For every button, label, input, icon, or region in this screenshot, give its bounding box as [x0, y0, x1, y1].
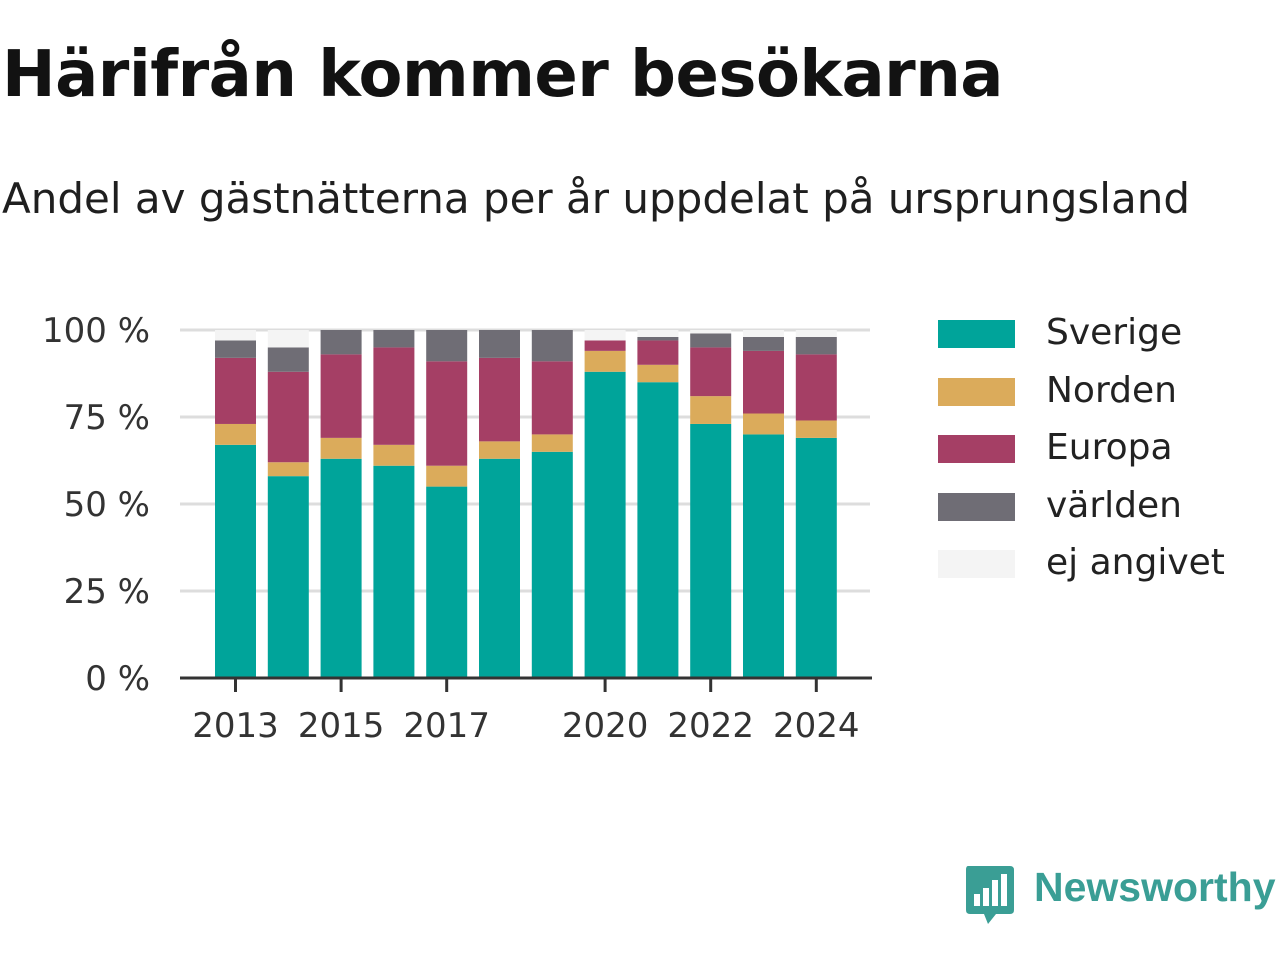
bar-2020-Sverige	[584, 371, 626, 678]
bar-2024-världen	[795, 336, 837, 355]
bar-2023-världen	[743, 336, 784, 351]
bar-2023-Europa	[743, 350, 784, 414]
bar-2021-ej-angivet	[637, 330, 679, 337]
bar-2020-ej-angivet	[584, 330, 626, 341]
x-axis-labels: 2013 2015 2017 2020 2022 2024	[192, 678, 860, 746]
bar-2014-världen	[267, 347, 309, 372]
bar-2023-Sverige	[743, 434, 784, 678]
bar-2022-Europa	[690, 347, 732, 397]
legend-swatch	[938, 435, 1015, 463]
legend-label: ej angivet	[1046, 542, 1225, 583]
bar-2017-Norden	[426, 465, 468, 487]
legend-swatch	[938, 377, 1015, 406]
x-tick-label: 2024	[773, 706, 860, 746]
bar-2015-världen	[320, 330, 362, 355]
bar-2016-världen	[373, 330, 415, 348]
bar-2019-Norden	[531, 434, 573, 452]
bar-2022-världen	[690, 333, 732, 348]
chart-subtitle: Andel av gästnätterna per år uppdelat på…	[2, 174, 1190, 223]
bar-2013-världen	[215, 340, 256, 358]
brand-name: Newsworthy	[1034, 864, 1276, 910]
bar-2022-Sverige	[690, 423, 732, 678]
bar-2020-Europa	[584, 340, 626, 351]
legend-swatch	[938, 320, 1015, 348]
bar-2020-Norden	[584, 350, 626, 372]
x-tick-label: 2015	[298, 706, 385, 746]
bar-2019-Sverige	[531, 451, 573, 678]
bar-2016-Europa	[373, 347, 415, 445]
x-tick-label: 2022	[667, 706, 754, 746]
bar-2019-Europa	[531, 361, 573, 435]
stacked-bar-chart: 0 % 25 % 50 % 75 % 100 % 2013 2015 2017 2020 202…	[42, 311, 872, 746]
newsworthy-logo-icon	[966, 866, 1014, 924]
y-axis-labels: 0 % 25 % 50 % 75 % 100 %	[42, 311, 150, 699]
bar-2016-Sverige	[373, 465, 415, 678]
y-tick-label: 75 %	[64, 398, 150, 438]
bar-2018-Europa	[479, 357, 520, 442]
bars	[215, 330, 837, 678]
x-tick-label: 2013	[192, 706, 279, 746]
bar-2013-Norden	[215, 423, 256, 445]
bar-2021-Norden	[637, 364, 679, 383]
bar-2021-Sverige	[637, 382, 679, 678]
legend-label: Norden	[1046, 369, 1177, 411]
bar-2016-Norden	[373, 444, 415, 466]
bar-2023-Norden	[743, 413, 784, 435]
y-tick-label: 25 %	[64, 572, 150, 612]
bar-2024-ej-angivet	[795, 330, 837, 337]
bar-2023-ej-angivet	[743, 330, 784, 337]
bar-2013-ej-angivet	[215, 330, 256, 341]
bar-2022-Norden	[690, 396, 732, 424]
bar-2017-Europa	[426, 361, 468, 466]
y-tick-label: 50 %	[64, 485, 150, 525]
bar-2024-Sverige	[795, 437, 837, 678]
newsworthy-logo: Newsworthy	[964, 864, 1276, 928]
bar-2015-Norden	[320, 437, 362, 459]
bar-2014-Sverige	[267, 476, 309, 678]
bar-2014-Norden	[267, 462, 309, 477]
bar-2018-världen	[479, 330, 520, 358]
legend-label: Sverige	[1046, 312, 1183, 353]
legend-swatch	[938, 492, 1015, 521]
legend-label: Europa	[1046, 427, 1173, 468]
bar-2021-världen	[637, 336, 679, 341]
x-tick-label: 2017	[403, 706, 490, 746]
legend-swatch	[938, 550, 1015, 578]
legend-label: världen	[1046, 484, 1182, 526]
bar-2013-Sverige	[215, 444, 256, 678]
bar-2014-ej-angivet	[267, 330, 309, 348]
x-tick-label: 2020	[562, 706, 649, 746]
bar-2017-världen	[426, 330, 468, 362]
chart-title: Härifrån kommer besökarna	[2, 38, 1003, 112]
bar-2015-Europa	[320, 354, 362, 438]
bar-2018-Norden	[479, 441, 520, 459]
bar-2014-Europa	[267, 371, 309, 463]
bar-2024-Europa	[795, 354, 837, 421]
bar-2021-Europa	[637, 340, 679, 365]
bar-2022-ej-angivet	[690, 330, 732, 334]
bar-2024-Norden	[795, 420, 837, 438]
y-tick-label: 100 %	[42, 311, 150, 351]
bar-2015-Sverige	[320, 458, 362, 678]
bar-2019-världen	[531, 330, 573, 362]
bar-2018-Sverige	[479, 458, 520, 678]
bar-2017-Sverige	[426, 486, 468, 678]
y-tick-label: 0 %	[85, 659, 150, 699]
bar-2013-Europa	[215, 357, 256, 424]
